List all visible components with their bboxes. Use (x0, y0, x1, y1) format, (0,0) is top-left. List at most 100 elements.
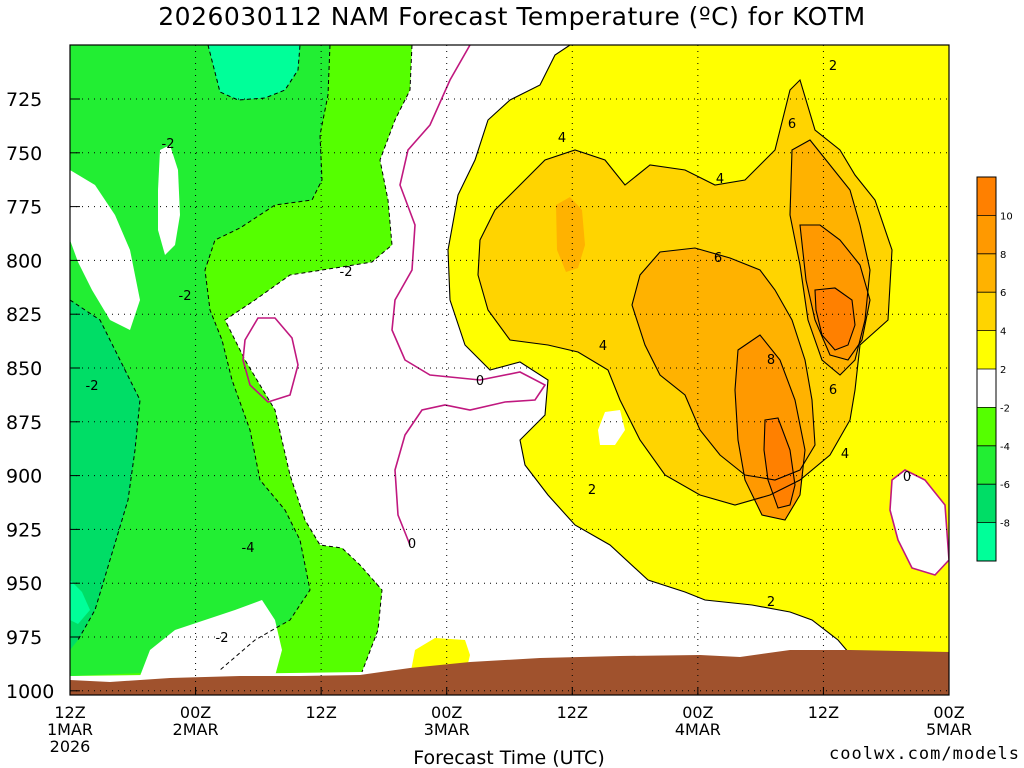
colorbar-swatch (977, 292, 996, 331)
gridlines (70, 45, 949, 695)
fill-m2-2-pocket-5 (598, 410, 625, 445)
y-tick-label: 875 (6, 412, 42, 434)
contour-line-m6 (70, 299, 141, 641)
contour-label: 4 (558, 131, 566, 146)
contour-label: -2 (340, 265, 353, 280)
colorbar-label: -4 (1000, 442, 1010, 453)
x-tick-label: 1MAR (47, 720, 93, 739)
colorbar-label: 10 (1000, 211, 1013, 222)
y-tick-label: 775 (6, 197, 42, 219)
contour-line-m8 (207, 45, 301, 101)
contour-label: 0 (476, 374, 484, 389)
contour-line-0-east (889, 469, 949, 576)
fill-m8-m6 (70, 300, 140, 650)
colorbar-label: 4 (1000, 327, 1006, 338)
colorbar-swatch (977, 330, 996, 369)
colorbar-label: -6 (1000, 480, 1010, 491)
fill-m2-2-pocket-2 (158, 145, 180, 255)
x-tick-label: 2MAR (173, 720, 219, 739)
colorbar-swatch (977, 445, 996, 485)
colorbar-swatch (977, 253, 996, 293)
terrain-fill (70, 650, 949, 695)
x-tick-label: 12Z (54, 703, 85, 722)
contour-line-10 (814, 287, 856, 351)
fill-lt-m8-small (70, 580, 90, 624)
contour-label: 6 (788, 117, 796, 132)
y-tick-label: 900 (6, 466, 42, 488)
contour-label: 0 (408, 537, 416, 552)
contour-lines (70, 45, 949, 673)
colorbar-label: -2 (1000, 403, 1010, 414)
colorbar-swatch (977, 369, 996, 408)
colorbar-label: 6 (1000, 288, 1006, 299)
colorbar-swatch (977, 522, 996, 561)
contour-fills (70, 45, 949, 676)
y-tick-label: 725 (6, 89, 42, 111)
x-tick-label: 00Z (180, 703, 211, 722)
contour-label: 4 (599, 339, 607, 354)
colorbar-label: 8 (1000, 250, 1006, 261)
contour-line-8 (734, 334, 806, 521)
contour-line-6 (631, 247, 816, 481)
fill-gt-10 (815, 288, 855, 350)
y-axis-ticks: 725 750 775 800 825 850 875 900 925 950 975 1000 (6, 89, 80, 703)
contour-line-2 (447, 45, 856, 661)
contour-label: 6 (714, 251, 722, 266)
fill-m2-2-pocket-1 (70, 170, 140, 330)
colorbar: 10 8 6 4 2 -2 -4 -6 -8 (976, 176, 1013, 562)
plot-frame (69, 44, 950, 696)
contour-line-m2 (224, 45, 413, 673)
fill-lt-m8 (208, 45, 300, 100)
x-tick-label: 12Z (557, 703, 588, 722)
colorbar-swatch (977, 215, 996, 254)
x-tick-label: 4MAR (675, 720, 721, 739)
x-tick-label: 5MAR (926, 720, 972, 739)
x-tick-label: 12Z (305, 703, 336, 722)
x-tick-label: 00Z (682, 703, 713, 722)
y-tick-label: 850 (6, 358, 42, 380)
y-tick-label: 925 (6, 519, 42, 541)
fill-m2-2-pocket-4 (890, 470, 949, 575)
y-tick-label: 800 (6, 250, 42, 272)
credit-text: coolwx.com/models (829, 744, 1020, 764)
contour-line-10-lower (763, 417, 796, 509)
contour-label: -2 (179, 289, 192, 304)
contour-line-0-west (391, 45, 547, 546)
y-tick-label: 750 (6, 143, 42, 165)
colorbar-swatch (977, 177, 996, 216)
contour-label: -2 (86, 379, 99, 394)
fill-m2-2-pocket-3 (140, 600, 282, 676)
y-tick-label: 975 (6, 627, 42, 649)
contour-label: 0 (903, 470, 911, 485)
x-tick-label: 2026 (50, 737, 91, 756)
x-tick-label: 12Z (808, 703, 839, 722)
contour-labels: -2 -2 -2 -2 -4 -2 0 0 4 4 4 6 6 8 6 4 2 2 2 0 (86, 59, 912, 646)
contour-label: -2 (162, 137, 175, 152)
fill-m6-m4 (70, 45, 330, 676)
x-tick-label: 00Z (431, 703, 462, 722)
contour-label: 8 (767, 353, 775, 368)
contour-label: -4 (242, 541, 255, 556)
contour-label: 2 (588, 483, 596, 498)
colorbar-label: -8 (1000, 519, 1010, 530)
contour-label: 4 (716, 172, 724, 187)
contour-line-4 (477, 78, 893, 506)
contour-line-0-ring (242, 317, 299, 403)
contour-label: 2 (829, 59, 837, 74)
fill-6-8-small (556, 197, 585, 272)
contour-line-8-upper (799, 224, 871, 361)
chart-title: 2026030112 NAM Forecast Temperature (ºC)… (158, 2, 866, 31)
fill-gt-10-lower (764, 418, 795, 508)
colorbar-swatch (977, 484, 996, 523)
colorbar-label: 2 (1000, 365, 1006, 376)
contour-label: 6 (829, 383, 837, 398)
y-tick-label: 825 (6, 304, 42, 326)
contour-line-6-upper (789, 139, 871, 376)
y-tick-label: 1000 (6, 681, 54, 703)
y-tick-label: 950 (6, 573, 42, 595)
x-tick-label: 3MAR (424, 720, 470, 739)
x-tick-label: 00Z (933, 703, 964, 722)
